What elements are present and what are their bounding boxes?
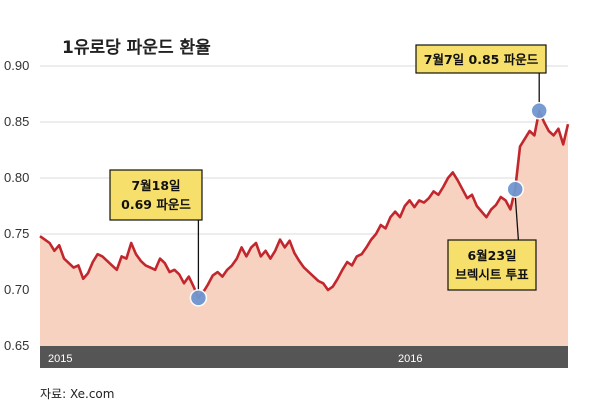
annotation-marker	[506, 180, 524, 198]
x-tick-label: 2016	[398, 353, 422, 365]
annotation-marker	[189, 289, 208, 307]
annotation-label: 7월18일	[131, 178, 180, 193]
y-tick-label: 0.85	[4, 114, 29, 129]
y-tick-label: 0.70	[4, 282, 29, 297]
y-tick-label: 0.80	[4, 170, 29, 185]
annotation-box	[415, 44, 547, 74]
area-fill	[40, 110, 568, 346]
y-tick-label: 0.65	[4, 338, 29, 353]
source-note: 자료: Xe.com	[40, 387, 114, 401]
annotation: 7월7일 0.85 파운드	[415, 44, 548, 120]
series-line	[39, 109, 570, 300]
x-axis-band	[40, 346, 568, 368]
chart-title: 1유로당 파운드 환율	[62, 38, 211, 58]
annotation: 7월18일 0.69 파운드	[109, 169, 208, 307]
annotation-label: 6월23일	[467, 248, 516, 263]
annotation-label: 브렉시트 투표	[455, 267, 529, 282]
y-tick-label: 0.90	[4, 58, 29, 73]
annotation-box	[447, 239, 537, 291]
annotation-label: 0.69 파운드	[121, 197, 191, 212]
y-tick-label: 0.75	[4, 226, 29, 241]
annotation-marker	[530, 102, 548, 120]
annotation-label: 7월7일 0.85 파운드	[424, 52, 539, 67]
annotation-pointer	[514, 195, 520, 241]
y-axis-ticks: 0.90 0.85 0.80 0.75 0.70 0.65	[4, 58, 29, 353]
x-axis-ticks: 2015 2016	[48, 353, 422, 365]
annotation-box	[109, 169, 203, 221]
x-tick-label: 2015	[48, 353, 72, 365]
